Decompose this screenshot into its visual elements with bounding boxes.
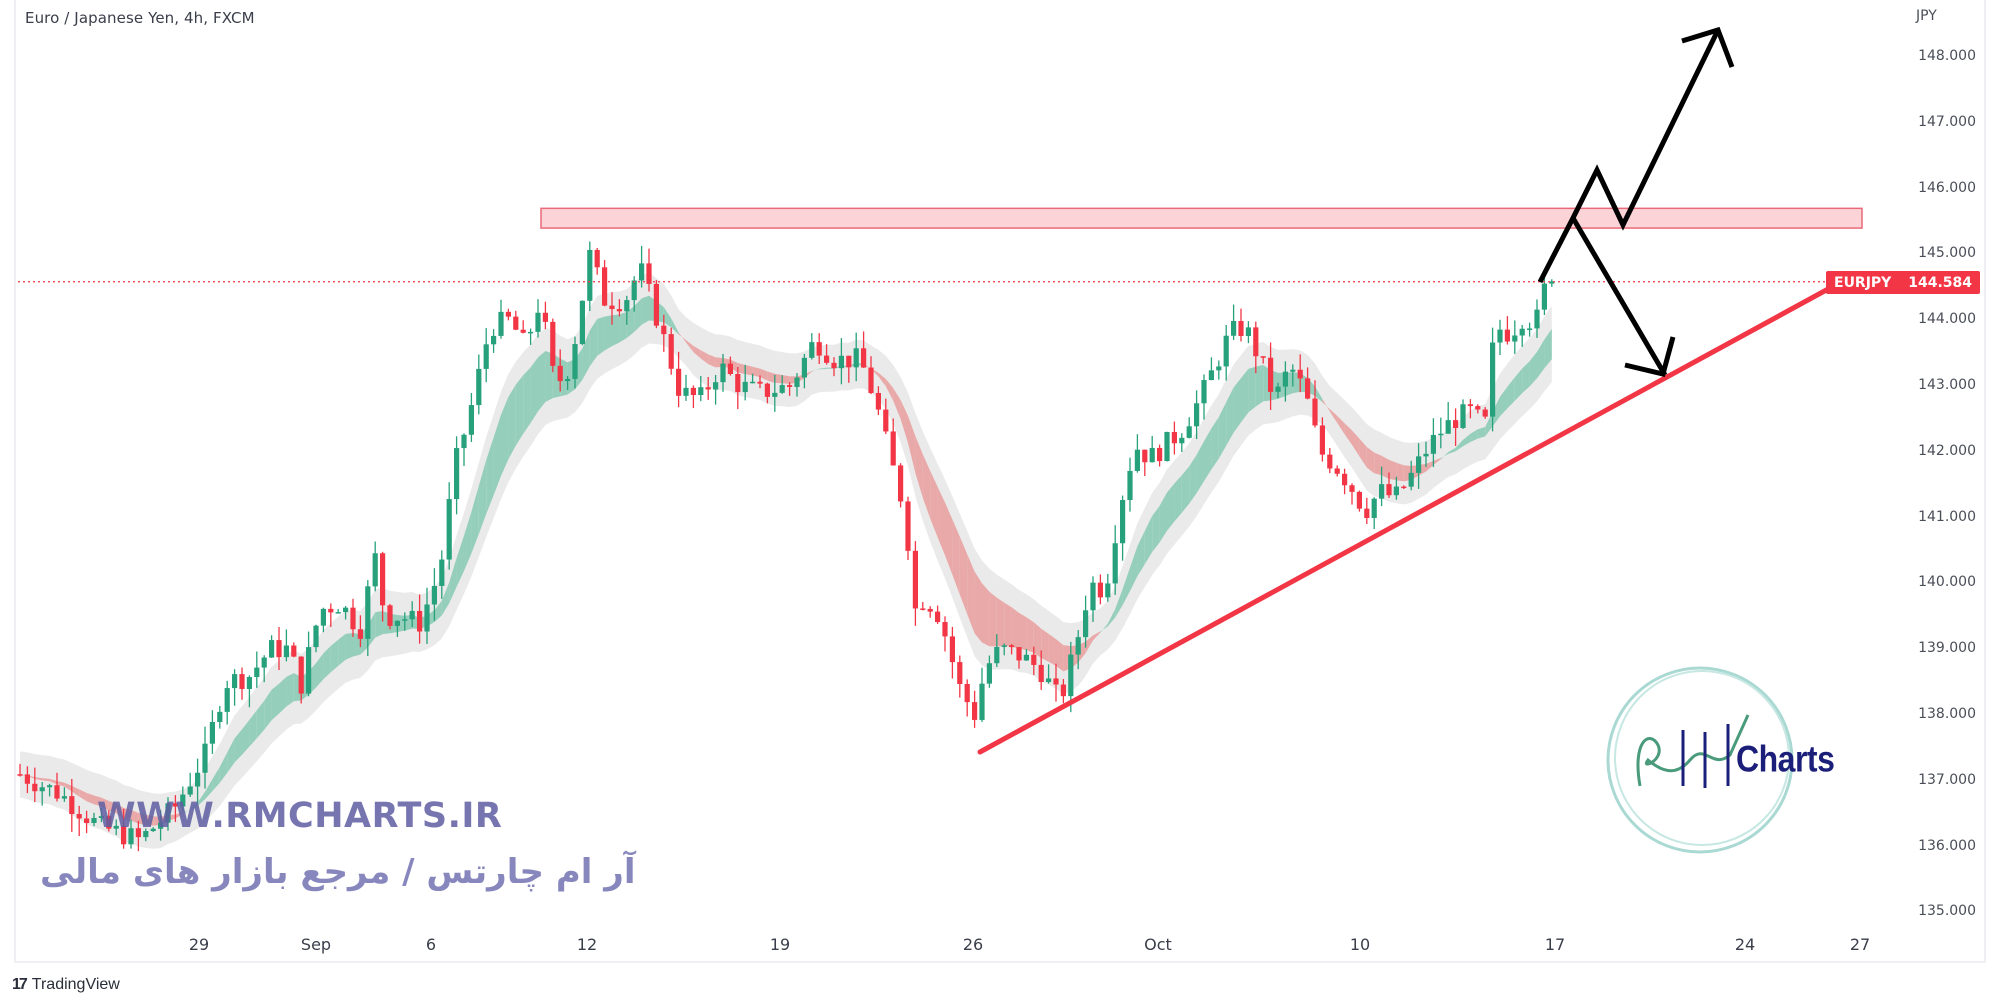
time-tick-label: 24	[1734, 935, 1756, 954]
time-tick-label: 29	[188, 935, 210, 954]
time-tick-label: 6	[425, 935, 437, 954]
arrow-head-down-icon	[1624, 336, 1676, 377]
price-tick-label: 146.000	[1918, 179, 1976, 196]
resistance-zone[interactable]	[540, 207, 1863, 229]
price-tick-label: 141.000	[1918, 508, 1976, 525]
time-tick-label: 26	[962, 935, 984, 954]
logo-script-icon	[1636, 714, 1750, 787]
tradingview-logo-icon: 17	[12, 976, 28, 993]
tradingview-label: TradingView	[31, 976, 120, 993]
price-axis-unit: JPY	[1916, 8, 1937, 24]
watermark-persian: آر ام چارتس / مرجع بازار های مالی	[40, 852, 636, 892]
bullish-scenario-arrow[interactable]	[1537, 26, 1735, 284]
watermark-website: WWW.RMCHARTS.IR	[97, 796, 503, 836]
price-tick-label: 142.000	[1918, 442, 1976, 459]
last-price-badge: EURJPY 144.584	[1826, 271, 1980, 294]
price-tick-label: 140.000	[1918, 574, 1976, 591]
price-tick-label: 138.000	[1918, 706, 1976, 722]
time-tick-label: Oct	[1144, 935, 1172, 954]
candlesticks	[17, 241, 1555, 852]
price-tick-label: 145.000	[1918, 245, 1976, 262]
price-tick-label: 147.000	[1918, 113, 1976, 130]
tradingview-brand[interactable]: 17 TradingView	[12, 976, 120, 994]
price-tick-label: 135.000	[1918, 903, 1976, 920]
last-price-value: 144.584	[1908, 274, 1972, 291]
last-price-symbol: EURJPY	[1834, 274, 1892, 291]
price-tick-label: 137.000	[1918, 771, 1976, 788]
price-tick-label: 143.000	[1918, 377, 1976, 393]
time-tick-label: 27	[1849, 935, 1871, 954]
ma-ribbon	[20, 272, 1552, 849]
bearish-scenario-arrow[interactable]	[1570, 216, 1676, 377]
logo-ring	[1606, 666, 1794, 854]
price-tick-label: 144.000	[1918, 311, 1976, 328]
time-tick-label: Sep	[300, 935, 332, 954]
arrow-head-up-icon	[1681, 26, 1735, 68]
time-tick-label: 17	[1544, 935, 1566, 954]
symbol-title: Euro / Japanese Yen, 4h, FXCM	[25, 9, 255, 27]
price-tick-label: 136.000	[1918, 837, 1976, 854]
time-tick-label: 12	[576, 935, 598, 954]
logo-ring-inner	[1614, 670, 1790, 846]
chart-panel[interactable]	[14, 0, 1986, 963]
time-tick-label: 10	[1349, 935, 1371, 954]
ascending-trendline[interactable]	[977, 285, 1833, 755]
time-tick-label: 19	[769, 935, 791, 954]
price-tick-label: 148.000	[1918, 48, 1976, 64]
price-tick-label: 139.000	[1918, 640, 1976, 657]
logo-text: Charts	[1736, 738, 1835, 780]
